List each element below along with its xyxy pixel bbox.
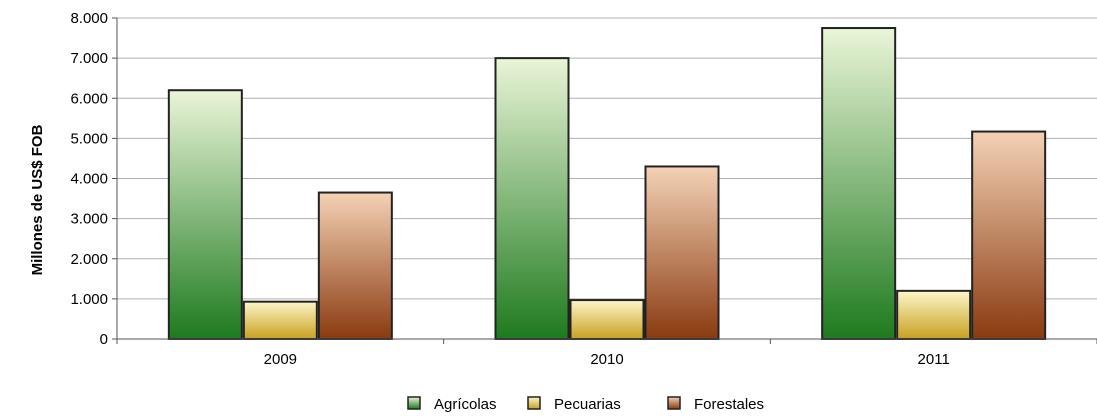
y-tick-label: 2.000 [70,251,108,268]
y-tick-label: 3.000 [70,211,108,228]
bar-forestales-2011 [971,130,1047,340]
legend-swatch [527,396,541,410]
legend-item-agrícolas: Agrícolas [407,396,497,413]
bar-pecuarias-2010 [569,299,645,340]
x-tick-label: 2011 [918,351,950,368]
y-tick-label: 5.000 [70,130,108,147]
legend-label: Agrícolas [434,396,497,413]
bar-forestales-2010 [644,165,720,340]
bar-agrícolas-2009 [167,89,243,340]
legend-swatch [407,396,421,410]
legend-label: Pecuarias [554,396,621,413]
legend: Agrícolas Pecuarias Forestales [407,396,764,413]
x-tick-label: 2010 [590,351,623,368]
axes [116,18,1097,340]
y-tick-label: 1.000 [70,291,108,308]
y-tick-label: 6.000 [70,90,108,107]
legend-item-pecuarias: Pecuarias [527,396,621,413]
x-tick-label: 2009 [264,351,297,368]
grid-lines [117,17,1097,300]
y-axis-ticks: 0 1.000 2.000 3.000 4.000 5.000 6.000 7.000 8.00… [70,10,117,348]
bar-agrícolas-2011 [821,27,897,340]
y-tick-label: 7.000 [70,50,108,67]
y-tick-label: 8.000 [70,10,108,27]
bar-pecuarias-2011 [896,289,972,341]
bar-agrícolas-2010 [494,57,570,340]
bars [167,27,1047,341]
bar-pecuarias-2009 [242,300,318,340]
y-tick-label: 4.000 [70,171,108,188]
legend-item-forestales: Forestales [667,396,764,413]
x-axis-ticks: 2009 2010 2011 [116,339,1097,368]
y-tick-label: 0 [100,331,108,348]
legend-label: Forestales [694,396,764,413]
y-axis-title: Millones de US$ FOB [29,124,46,275]
legend-swatch [667,396,681,410]
bar-forestales-2009 [317,191,393,340]
